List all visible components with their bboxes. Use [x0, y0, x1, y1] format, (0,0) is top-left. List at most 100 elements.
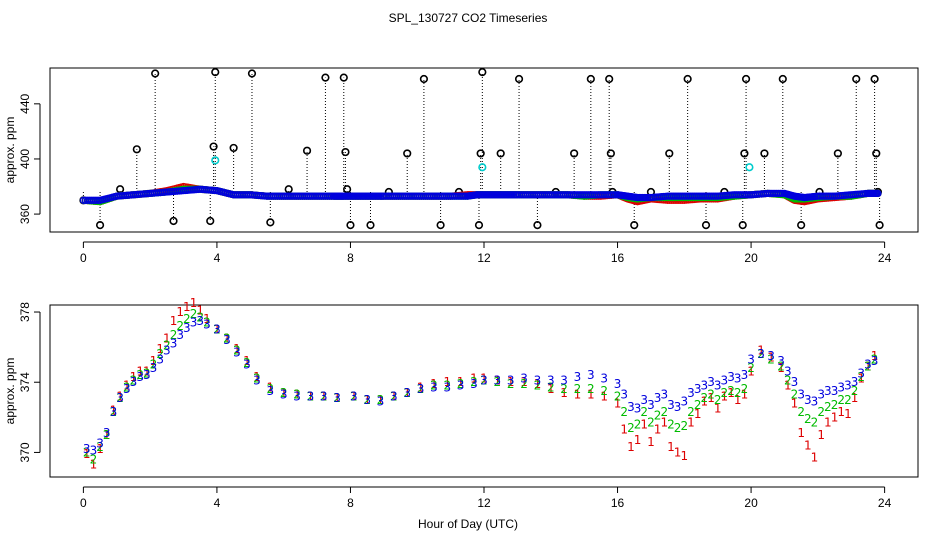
series-1-point: 1 — [163, 331, 171, 345]
series-3-point: 3 — [844, 379, 852, 393]
spike-point — [169, 216, 178, 226]
series-2-point: 2 — [363, 393, 371, 407]
series-1-point: 1 — [377, 393, 385, 407]
spike-point — [605, 74, 614, 84]
series-1-point: 1 — [721, 389, 729, 403]
series-1-point: 1 — [600, 389, 608, 403]
series-2-point: 2 — [110, 405, 118, 419]
x-tick-label: 12 — [477, 251, 491, 265]
series-2-point: 2 — [741, 382, 749, 396]
series-2-point: 2 — [734, 386, 742, 400]
series-2-point: 2 — [203, 316, 211, 330]
series-1-point: 1 — [233, 342, 241, 356]
series-2-point: 2 — [390, 389, 398, 403]
spike-point — [403, 149, 412, 158]
series-2-point: 2 — [223, 331, 231, 345]
series-3-point: 3 — [136, 370, 144, 384]
series-2-point: 2 — [747, 361, 755, 375]
series-2-point: 2 — [307, 389, 315, 403]
series-2-point: 2 — [647, 416, 655, 430]
series-3-point: 3 — [811, 395, 819, 409]
spike-point — [570, 149, 579, 158]
series-3-point: 3 — [520, 372, 528, 386]
series-3-point: 3 — [293, 389, 301, 403]
series-3-point: 3 — [547, 373, 555, 387]
series-1-point: 1 — [804, 438, 812, 452]
series-1-point: 1 — [857, 372, 865, 386]
series-2-point: 2 — [574, 382, 582, 396]
series-3-point: 3 — [851, 375, 859, 389]
series-1-point: 1 — [507, 375, 515, 389]
series-2-point: 2 — [507, 377, 515, 391]
series-1-point: 1 — [190, 296, 198, 310]
series-2-point: 2 — [183, 312, 191, 326]
series-1-point: 1 — [767, 351, 775, 365]
series-2-point: 2 — [784, 373, 792, 387]
series-3-point: 3 — [390, 389, 398, 403]
series-1-point: 1 — [253, 370, 261, 384]
series-3-point: 3 — [824, 384, 832, 398]
series-2-point: 2 — [844, 393, 852, 407]
series-2-point: 2 — [721, 386, 729, 400]
series-2-point: 2 — [767, 352, 775, 366]
series-3-point: 3 — [871, 354, 879, 368]
series-2-point: 2 — [377, 393, 385, 407]
x-axis-label: Hour of Day (UTC) — [418, 517, 518, 531]
series-1-point: 1 — [647, 435, 655, 449]
series-1-point: 1 — [727, 386, 735, 400]
series-1-point: 1 — [320, 389, 328, 403]
spike-point — [760, 149, 769, 158]
series-2-point: 2 — [403, 386, 411, 400]
series-1-point: 1 — [183, 300, 191, 314]
spike-point — [514, 74, 524, 84]
series-1-point: 1 — [130, 370, 138, 384]
series-1-point: 1 — [831, 410, 839, 424]
x-tick-label: 16 — [611, 496, 625, 510]
spike-point — [321, 73, 330, 82]
series-1-point: 1 — [430, 377, 438, 391]
series-3-point: 3 — [614, 377, 622, 391]
series-3-point: 3 — [797, 388, 805, 402]
series-1-point: 1 — [494, 373, 502, 387]
spike-point — [341, 147, 350, 157]
x-tick-label: 8 — [347, 496, 354, 510]
series-3-point: 3 — [443, 380, 451, 394]
x-tick-label: 24 — [878, 496, 892, 510]
cyan-point — [478, 163, 487, 172]
series-3-point: 3 — [680, 395, 688, 409]
series-3-point: 3 — [83, 442, 91, 456]
series-3-point: 3 — [470, 377, 478, 391]
series-2-point: 2 — [116, 391, 124, 405]
series-2-point: 2 — [694, 398, 702, 412]
x-tick-label: 8 — [347, 251, 354, 265]
spike-point — [872, 149, 881, 158]
spike-point — [665, 149, 674, 158]
spike-point — [740, 149, 749, 158]
series-1-point: 1 — [443, 375, 451, 389]
series-3-point: 3 — [243, 358, 251, 372]
series-3-point: 3 — [640, 393, 648, 407]
series-2-point: 2 — [470, 375, 478, 389]
spike-point — [302, 146, 312, 155]
spike-point — [436, 221, 445, 230]
series-1-point: 1 — [694, 407, 702, 421]
series-1-point: 1 — [350, 389, 358, 403]
series-3-point: 3 — [817, 388, 825, 402]
series-1-point: 1 — [784, 379, 792, 393]
y-tick-label: 370 — [18, 442, 32, 462]
series-3-point: 3 — [196, 314, 204, 328]
spike-point — [833, 149, 842, 158]
series-3-point: 3 — [864, 358, 872, 372]
series-1-point: 1 — [150, 354, 158, 368]
series-2-point: 2 — [640, 405, 648, 419]
series-2-point: 2 — [831, 398, 839, 412]
series-3-point: 3 — [741, 368, 749, 382]
series-2-point: 2 — [494, 375, 502, 389]
series-3-point: 3 — [784, 365, 792, 379]
series-3-point: 3 — [804, 393, 812, 407]
series-1-point: 1 — [824, 416, 832, 430]
x-tick-label: 24 — [878, 251, 892, 265]
series-3-point: 3 — [777, 354, 785, 368]
series-3-point: 3 — [707, 375, 715, 389]
